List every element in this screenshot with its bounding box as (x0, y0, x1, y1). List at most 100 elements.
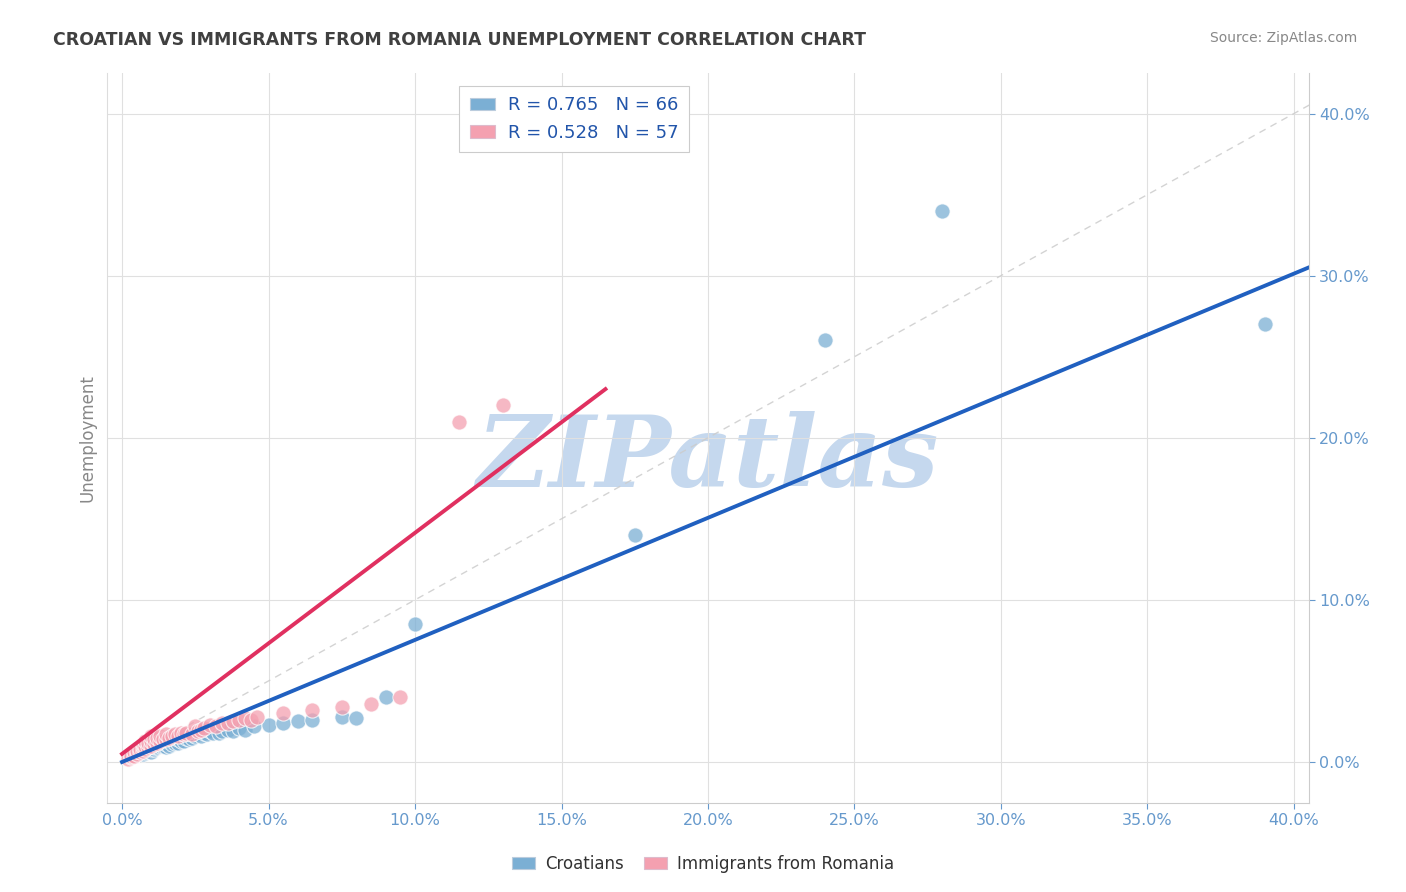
Point (344, 711, 367, 725)
Point (233, 723, 256, 737)
Point (131, 744, 153, 758)
Point (157, 739, 180, 753)
Point (143, 737, 166, 751)
Point (814, 334, 837, 348)
Point (195, 727, 218, 741)
Point (931, 203, 953, 218)
Point (184, 719, 207, 733)
Point (143, 732, 166, 747)
Point (176, 726, 198, 740)
Point (143, 740, 166, 755)
Point (181, 727, 204, 741)
Point (239, 713, 262, 727)
Point (176, 731, 198, 745)
Point (330, 699, 353, 714)
Y-axis label: Unemployment: Unemployment (79, 374, 96, 501)
Point (134, 734, 156, 748)
Point (187, 727, 209, 741)
Text: ZIPatlas: ZIPatlas (477, 411, 939, 508)
Point (193, 721, 215, 735)
Point (389, 690, 412, 705)
Point (146, 735, 169, 749)
Point (152, 739, 174, 753)
Point (141, 739, 163, 753)
Point (131, 747, 153, 761)
Point (138, 735, 160, 749)
Point (134, 739, 156, 753)
Point (181, 731, 204, 745)
Point (243, 719, 266, 733)
Point (184, 729, 207, 743)
Legend: Croatians, Immigrants from Romania: Croatians, Immigrants from Romania (505, 848, 901, 880)
Point (1253, 318, 1275, 332)
Point (217, 716, 239, 731)
Point (155, 732, 177, 747)
Point (152, 734, 174, 748)
Point (141, 729, 163, 743)
Point (138, 740, 160, 755)
Point (149, 735, 172, 749)
Point (120, 750, 142, 764)
Point (187, 724, 209, 739)
Point (198, 717, 221, 731)
Point (271, 706, 294, 721)
Point (155, 727, 177, 741)
Point (134, 742, 156, 756)
Point (166, 729, 188, 743)
Point (143, 737, 166, 751)
Point (166, 735, 188, 749)
Point (233, 711, 256, 725)
Point (179, 727, 201, 741)
Point (152, 732, 174, 747)
Point (163, 735, 186, 749)
Point (146, 737, 169, 751)
Point (131, 737, 153, 751)
Point (217, 723, 239, 737)
Point (163, 727, 186, 741)
Point (125, 745, 148, 759)
Point (169, 734, 191, 748)
Point (173, 727, 195, 741)
Point (166, 732, 188, 747)
Point (141, 742, 163, 756)
Point (141, 739, 163, 753)
Text: Source: ZipAtlas.com: Source: ZipAtlas.com (1209, 31, 1357, 45)
Point (122, 748, 145, 763)
Point (447, 415, 470, 429)
Point (228, 721, 250, 735)
Point (160, 729, 183, 743)
Point (141, 745, 163, 759)
Point (157, 731, 180, 745)
Point (131, 744, 153, 758)
Point (222, 724, 245, 739)
Point (157, 734, 180, 748)
Point (190, 729, 212, 743)
Point (134, 745, 156, 759)
Point (204, 719, 226, 733)
Point (138, 744, 160, 758)
Point (128, 742, 150, 756)
Point (160, 737, 183, 751)
Point (173, 734, 195, 748)
Point (201, 726, 224, 740)
Point (404, 617, 426, 632)
Point (163, 731, 186, 745)
Point (149, 734, 172, 748)
Point (117, 752, 139, 766)
Point (190, 723, 212, 737)
Point (155, 740, 177, 755)
Point (228, 713, 250, 727)
Point (193, 726, 215, 740)
Point (120, 748, 142, 763)
Point (222, 714, 245, 729)
Point (211, 724, 233, 739)
Point (134, 742, 156, 756)
Point (141, 734, 163, 748)
Point (125, 744, 148, 758)
Point (301, 703, 323, 717)
Point (122, 748, 145, 763)
Point (360, 697, 382, 711)
Point (246, 709, 269, 723)
Point (128, 745, 150, 759)
Point (120, 750, 142, 764)
